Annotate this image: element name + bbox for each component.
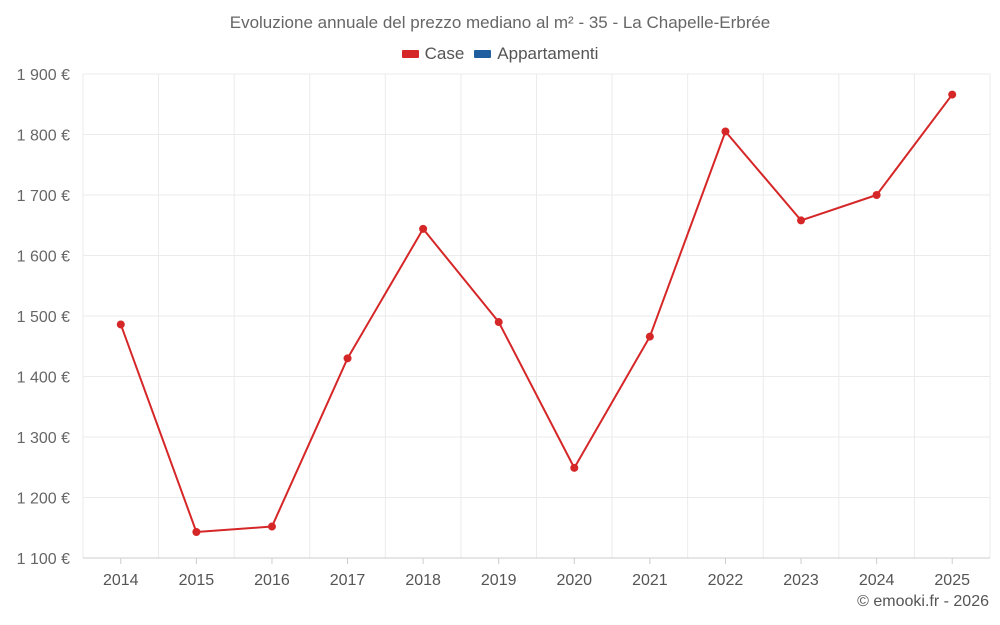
x-tick-label: 2017 [330, 572, 366, 589]
y-tick-label: 1 200 € [17, 491, 70, 508]
legend-swatch-appartamenti [474, 50, 492, 58]
series-layer: 2014: 1486 2015: 1143 2016: 1152 2017: 1430… [116, 90, 957, 536]
y-axis: 1 100 € 1 200 € 1 300 € 1 400 € 1 500 € 1 600… [17, 67, 70, 568]
y-tick-label: 1 300 € [17, 430, 70, 447]
y-tick-label: 1 700 € [17, 188, 70, 205]
x-tick-label: 2018 [405, 572, 441, 589]
x-tick-label: 2024 [859, 572, 895, 589]
credit-text: © emooki.fr - 2026 [857, 593, 989, 610]
x-tick-label: 2025 [934, 572, 970, 589]
y-tick-label: 1 600 € [17, 249, 70, 266]
y-tick-label: 1 500 € [17, 309, 70, 326]
x-axis: 2014 2015 2016 2017 2018 2019 2020 2021 2022 2023… [83, 557, 990, 589]
x-tick-label: 2022 [708, 572, 744, 589]
legend-item-case[interactable]: Case [401, 44, 465, 64]
legend-label-appartamenti: Appartamenti [497, 44, 599, 63]
legend-item-appartamenti[interactable]: Appartamenti [474, 44, 598, 64]
data-point[interactable]: 2020: 1249 [570, 463, 579, 472]
data-point[interactable]: 2025: 1866 [948, 90, 957, 99]
chart-title: Evoluzione annuale del prezzo mediano al… [229, 13, 771, 32]
legend-swatch-case [401, 50, 419, 58]
data-point[interactable]: 2018: 1644 [419, 224, 428, 233]
data-point[interactable]: 2023: 1658 [797, 216, 806, 225]
data-point[interactable]: 2016: 1152 [267, 522, 276, 531]
data-point[interactable]: 2019: 1490 [494, 318, 503, 327]
data-point[interactable]: 2021: 1466 [645, 332, 654, 341]
legend-label-case: Case [424, 44, 465, 63]
data-point[interactable]: 2017: 1430 [343, 354, 352, 363]
y-tick-label: 1 900 € [17, 67, 70, 84]
x-tick-label: 2016 [254, 572, 290, 589]
x-tick-label: 2020 [556, 572, 592, 589]
x-tick-label: 2015 [179, 572, 215, 589]
y-tick-label: 1 400 € [17, 370, 70, 387]
y-tick-label: 1 800 € [17, 128, 70, 145]
data-point[interactable]: 2022: 1805 [721, 127, 730, 136]
data-point[interactable]: 2015: 1143 [192, 527, 201, 536]
series-line-case [119, 93, 954, 533]
y-tick-label: 1 100 € [17, 551, 70, 568]
x-tick-label: 2021 [632, 572, 668, 589]
data-point[interactable]: 2014: 1486 [116, 320, 125, 329]
grid-lines [82, 73, 991, 558]
x-tick-label: 2014 [103, 572, 139, 589]
legend: Case Appartamenti [0, 44, 1000, 64]
x-tick-label: 2019 [481, 572, 517, 589]
x-tick-label: 2023 [783, 572, 819, 589]
